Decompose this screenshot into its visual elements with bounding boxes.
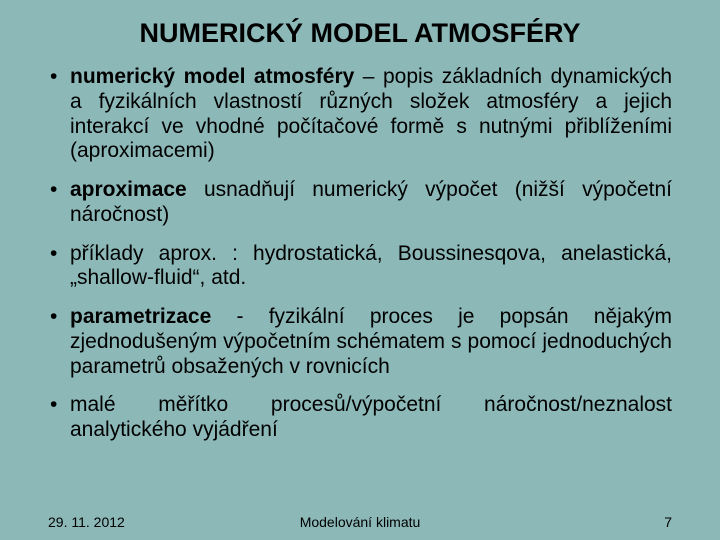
page-number: 7: [664, 514, 672, 530]
bullet-list: numerický model atmosféry – popis základ…: [48, 65, 672, 443]
footer-title: Modelování klimatu: [300, 514, 421, 530]
bullet-text: příklady aprox. : hydrostatická, Boussin…: [70, 242, 672, 290]
footer-date: 29. 11. 2012: [48, 514, 125, 530]
slide: NUMERICKÝ MODEL ATMOSFÉRY numerický mode…: [0, 0, 720, 540]
bullet-bold: parametrizace: [70, 305, 211, 328]
list-item: numerický model atmosféry – popis základ…: [48, 65, 672, 164]
slide-title: NUMERICKÝ MODEL ATMOSFÉRY: [48, 18, 672, 49]
list-item: malé měřítko procesů/výpočetní náročnost…: [48, 393, 672, 443]
list-item: příklady aprox. : hydrostatická, Boussin…: [48, 242, 672, 292]
bullet-text: malé měřítko procesů/výpočetní náročnost…: [70, 393, 672, 441]
bullet-bold: aproximace: [70, 178, 187, 201]
footer: 29. 11. 2012 Modelování klimatu 7: [0, 514, 720, 530]
bullet-bold: numerický model atmosféry: [70, 65, 354, 88]
list-item: aproximace usnadňují numerický výpočet (…: [48, 178, 672, 228]
list-item: parametrizace - fyzikální proces je pops…: [48, 305, 672, 379]
